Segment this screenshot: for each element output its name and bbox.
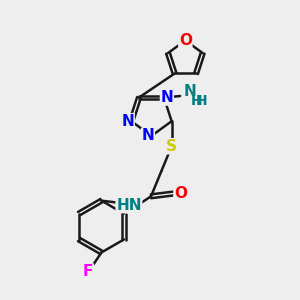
Text: H: H xyxy=(195,94,207,108)
Text: N: N xyxy=(184,84,197,99)
Text: N: N xyxy=(142,128,154,143)
Text: O: O xyxy=(174,186,187,201)
Text: N: N xyxy=(160,90,173,105)
Text: N: N xyxy=(122,114,134,129)
Text: O: O xyxy=(179,33,192,48)
Text: F: F xyxy=(83,264,93,279)
Text: HN: HN xyxy=(116,198,142,213)
Text: S: S xyxy=(166,139,177,154)
Text: H: H xyxy=(190,94,202,108)
